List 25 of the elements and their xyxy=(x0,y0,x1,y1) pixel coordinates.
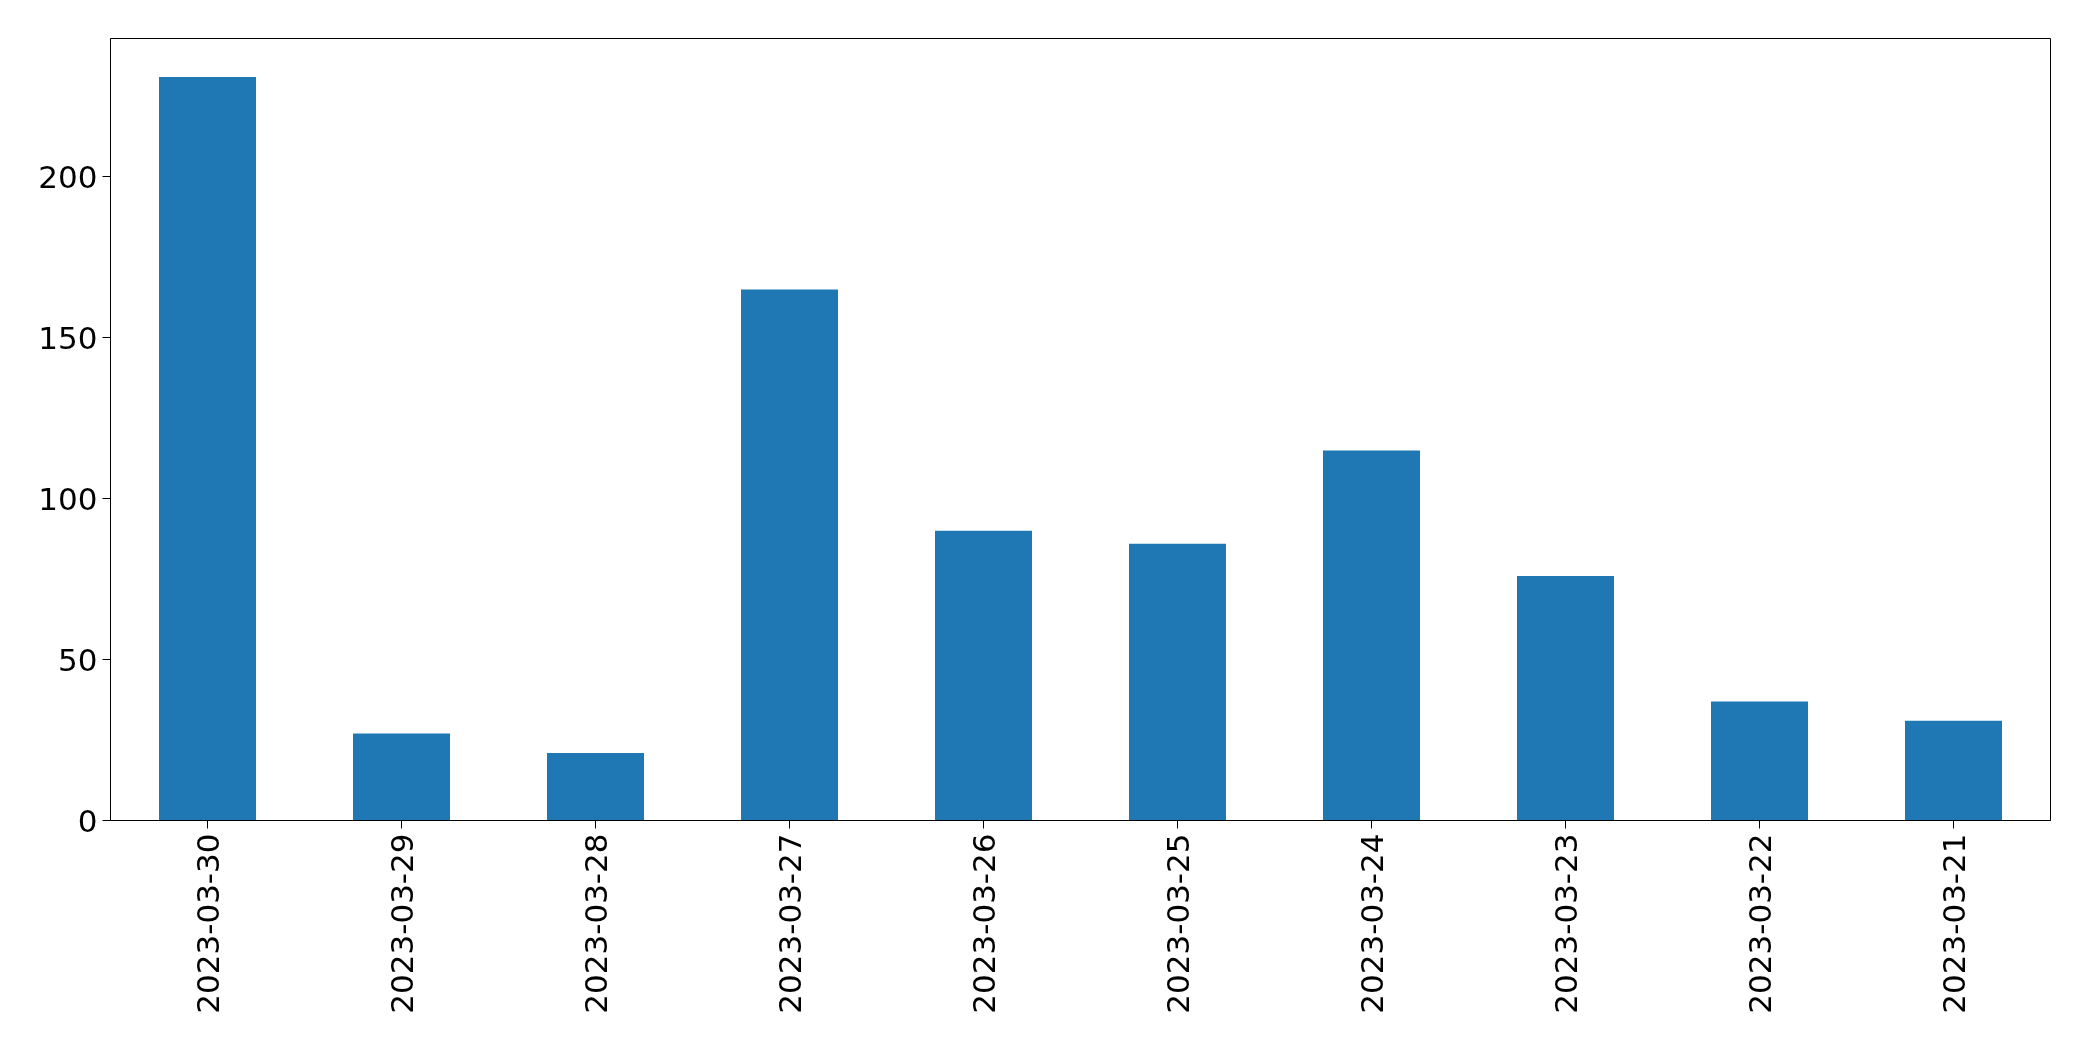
x-tick-label: 2023-03-25 xyxy=(1159,833,1196,1014)
bar xyxy=(741,289,838,821)
x-tick-label: 2023-03-23 xyxy=(1547,833,1584,1014)
y-tick-label: 150 xyxy=(38,319,98,356)
bar xyxy=(159,77,256,821)
y-tick-label: 50 xyxy=(58,641,98,678)
x-tick-label: 2023-03-27 xyxy=(771,833,808,1014)
x-tick-label: 2023-03-28 xyxy=(577,833,614,1014)
bar xyxy=(935,530,1032,821)
x-tick-label: 2023-03-26 xyxy=(965,833,1002,1014)
x-tick-label: 2023-03-21 xyxy=(1935,833,1972,1014)
x-tick-label: 2023-03-24 xyxy=(1353,833,1390,1014)
bar xyxy=(1517,575,1614,821)
x-tick-label: 2023-03-30 xyxy=(189,833,226,1014)
y-tick-label: 0 xyxy=(77,802,98,839)
x-tick-label: 2023-03-29 xyxy=(383,833,420,1014)
bar xyxy=(1711,701,1808,821)
x-tick-label: 2023-03-22 xyxy=(1741,833,1778,1014)
bar xyxy=(1323,450,1420,821)
bar xyxy=(353,733,450,821)
bar xyxy=(1905,720,2002,821)
y-tick-label: 100 xyxy=(38,480,98,517)
bar xyxy=(1129,543,1226,821)
bar xyxy=(547,752,644,821)
y-tick-label: 200 xyxy=(38,158,98,195)
